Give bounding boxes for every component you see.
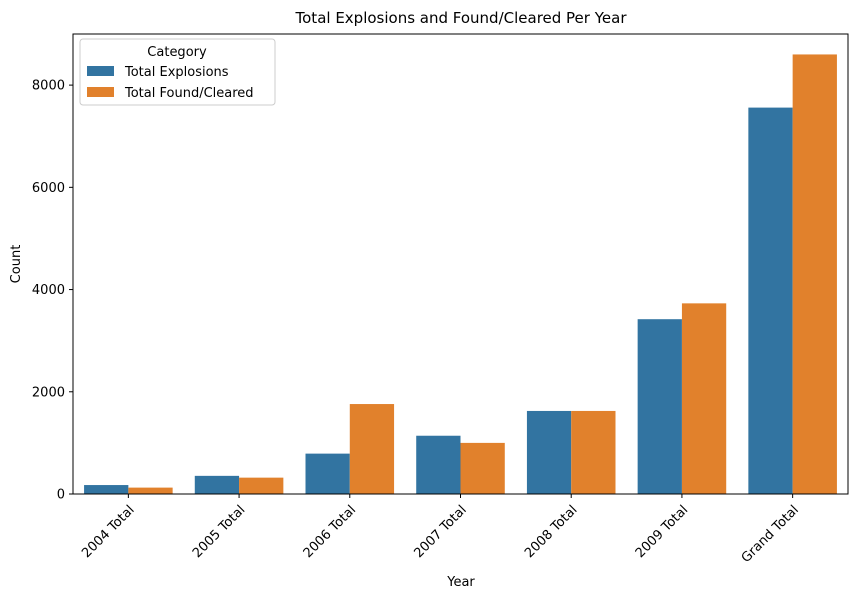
- legend-label-total-explosions: Total Explosions: [124, 65, 229, 80]
- legend-label-total-found-cleared: Total Found/Cleared: [124, 86, 254, 101]
- bar-total-found-cleared-grand-total: [792, 54, 837, 494]
- legend-swatch-total-found-cleared: [87, 87, 114, 97]
- y-axis-ticks: 0 2000 4000 6000 8000: [32, 79, 73, 503]
- x-tick-label: 2007 Total: [411, 503, 469, 561]
- plot-frame: [72, 33, 849, 495]
- bar-total-found-cleared-2006-total: [349, 404, 395, 494]
- bar-total-explosions-2009-total: [637, 319, 682, 494]
- legend-title: Category: [147, 45, 207, 60]
- y-axis-title: Count: [9, 245, 24, 284]
- bar-total-found-cleared-2004-total: [128, 487, 173, 494]
- x-tick-label: 2008 Total: [522, 503, 580, 561]
- bar-total-found-cleared-2008-total: [571, 410, 616, 494]
- chart-title: Total Explosions and Found/Cleared Per Y…: [295, 9, 628, 27]
- bars: [84, 54, 837, 494]
- bar-total-explosions-2006-total: [305, 453, 350, 494]
- y-tick-label: 2000: [32, 385, 65, 400]
- y-tick-label: 6000: [32, 181, 65, 196]
- bar-total-explosions-2004-total: [84, 485, 129, 494]
- bar-total-explosions-2007-total: [416, 435, 461, 494]
- legend-swatch-total-explosions: [87, 66, 114, 76]
- x-axis-title: Year: [446, 575, 475, 590]
- legend: Category Total Explosions Total Found/Cl…: [79, 38, 276, 106]
- y-tick-label: 4000: [32, 283, 65, 298]
- bar-total-found-cleared-2005-total: [239, 477, 284, 494]
- legend-box: [79, 38, 276, 106]
- y-tick-label: 0: [57, 488, 65, 503]
- bar-total-explosions-2008-total: [526, 410, 572, 494]
- bar-total-explosions-grand-total: [748, 107, 793, 494]
- x-tick-label: 2004 Total: [79, 503, 137, 561]
- x-tick-label: 2006 Total: [301, 503, 359, 561]
- bar-total-found-cleared-2007-total: [460, 442, 505, 494]
- x-tick-label: 2005 Total: [190, 503, 248, 561]
- bar-total-found-cleared-2009-total: [681, 303, 727, 494]
- y-tick-label: 8000: [32, 79, 65, 94]
- x-tick-label: Grand Total: [739, 503, 802, 566]
- x-tick-label: 2009 Total: [633, 503, 691, 561]
- x-axis-ticks: 2004 Total 2005 Total 2006 Total 2007 Total…: [79, 494, 802, 566]
- bar-total-explosions-2005-total: [194, 475, 240, 494]
